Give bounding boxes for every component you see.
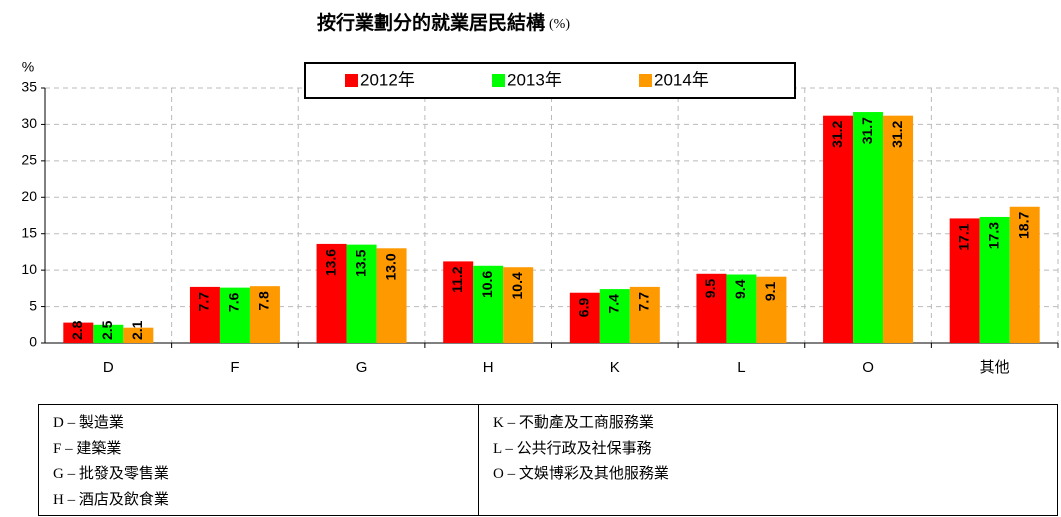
data-label: 7.7 [636, 292, 652, 312]
table-row: G – 批發及零售業 [53, 466, 169, 482]
bar [219, 287, 250, 343]
data-label: 7.8 [256, 291, 272, 311]
data-label: 2.8 [69, 320, 85, 340]
data-label: 9.4 [732, 279, 748, 299]
legend-table-right: K – 不動產及工商服務業 L – 公共行政及社保事務 O – 文娛博彩及其他服務業 [478, 404, 1058, 516]
table-row: F – 建築業 [53, 440, 122, 457]
data-label: 7.7 [196, 292, 212, 312]
bar [979, 216, 1010, 343]
bar [503, 267, 534, 343]
data-label: 13.5 [352, 249, 368, 276]
x-tick-label: G [356, 359, 368, 376]
x-tick-label: 其他 [980, 359, 1010, 376]
data-label: 31.7 [859, 117, 875, 144]
x-tick-label: H [483, 359, 494, 376]
legend-table-left: D – 製造業 F – 建築業 G – 批發及零售業 H – 酒店及飲食業 [38, 404, 479, 516]
data-label: 7.6 [226, 292, 242, 312]
y-tick-label: 20 [21, 188, 37, 204]
bar [696, 273, 727, 343]
title-unit: (%) [549, 17, 570, 32]
chart: 按行業劃分的就業居民結構 (%) % 0 5 10 15 20 25 30 35 D 2.8 2.5… [21, 11, 1059, 376]
bar [569, 292, 600, 343]
table-row: K – 不動產及工商服務業 [493, 415, 654, 431]
legend-label: 2014年 [654, 70, 709, 89]
data-label: 11.2 [449, 266, 465, 293]
bar [123, 327, 154, 343]
chart-title: 按行業劃分的就業居民結構 [317, 11, 545, 34]
bar [316, 243, 347, 343]
data-label: 18.7 [1015, 212, 1031, 239]
bar [949, 218, 980, 343]
bar [249, 286, 280, 343]
bar [853, 112, 884, 344]
data-label: 13.6 [322, 249, 338, 276]
y-tick-label: 35 [21, 79, 37, 95]
data-label: 10.6 [479, 271, 495, 298]
bar [376, 248, 407, 343]
data-label: 10.4 [509, 272, 525, 299]
data-label: 7.4 [606, 294, 622, 314]
table-row: D – 製造業 [53, 415, 124, 431]
data-label: 31.2 [889, 120, 905, 147]
y-tick-label: 0 [29, 334, 37, 350]
bar [346, 244, 377, 343]
legend-label: 2013年 [507, 70, 562, 89]
x-tick-label: O [862, 359, 874, 376]
bar [599, 289, 630, 343]
bar [93, 324, 124, 343]
data-label: 31.2 [829, 120, 845, 147]
x-tick-label: L [737, 359, 745, 376]
legend: 2012年 2013年 2014年 [304, 62, 796, 99]
legend-swatch [639, 74, 652, 87]
legend-label: 2012年 [360, 70, 415, 89]
data-label: 6.9 [576, 298, 592, 318]
y-tick-label: 10 [21, 261, 37, 277]
data-label: 17.3 [985, 222, 1001, 249]
y-axis-label: % [22, 59, 34, 75]
data-label: 9.1 [762, 281, 778, 301]
y-tick-label: 30 [21, 115, 37, 131]
table-row: H – 酒店及飲食業 [53, 491, 169, 508]
data-label: 9.5 [702, 279, 718, 299]
bar [883, 115, 914, 343]
bar [443, 261, 474, 343]
bar [756, 276, 787, 343]
legend-swatch [492, 74, 505, 87]
bar [189, 286, 220, 343]
bar [473, 265, 504, 343]
bar [629, 286, 660, 343]
data-label: 13.0 [382, 253, 398, 280]
y-tick-label: 25 [21, 152, 37, 168]
data-label: 17.1 [955, 223, 971, 250]
bar [823, 115, 854, 343]
bar [1009, 206, 1040, 343]
data-label: 2.5 [99, 320, 115, 340]
data-label: 2.1 [129, 320, 145, 340]
x-tick-label: D [103, 359, 114, 376]
bar [726, 274, 757, 343]
table-row: L – 公共行政及社保事務 [493, 440, 652, 457]
bar [63, 322, 94, 343]
table-row: O – 文娛博彩及其他服務業 [493, 466, 669, 482]
y-tick-label: 5 [29, 297, 37, 313]
x-tick-label: K [610, 359, 620, 376]
legend-box [304, 62, 796, 99]
x-tick-label: F [230, 359, 239, 376]
y-tick-label: 15 [21, 224, 37, 240]
legend-swatch [345, 74, 358, 87]
